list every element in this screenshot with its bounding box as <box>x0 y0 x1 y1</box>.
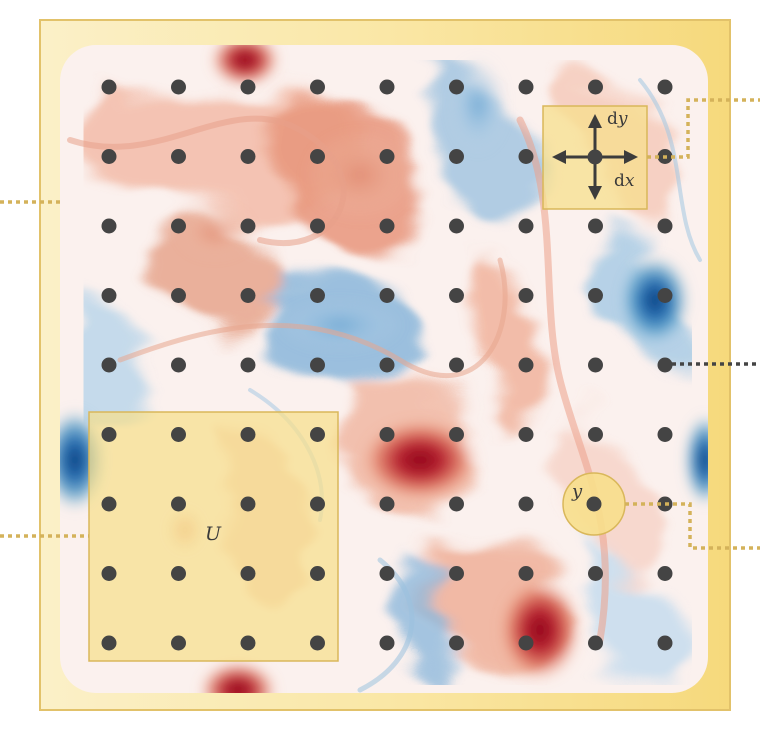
grid-dot <box>101 79 117 95</box>
grid-dot <box>101 288 117 303</box>
label-dx: dx <box>614 171 635 191</box>
grid-dot <box>240 357 256 373</box>
grid-dot <box>518 288 534 303</box>
grid-dot <box>101 566 117 581</box>
grid-dot <box>379 635 395 651</box>
grid-dot <box>101 496 117 512</box>
grid-dot <box>240 288 256 303</box>
grid-dot <box>310 496 325 512</box>
grid-dot <box>101 427 117 442</box>
grid-dot <box>379 288 395 303</box>
label-y: y <box>571 481 583 502</box>
grid-dot <box>171 149 186 164</box>
grid-dot <box>449 79 464 95</box>
sensor-point <box>586 496 602 512</box>
grid-dot <box>310 635 325 651</box>
grid-dot <box>171 288 186 303</box>
grid-dot <box>310 288 325 303</box>
grid-dot <box>588 427 603 442</box>
grid-dot <box>379 149 395 164</box>
grid-dot-derivative-centre <box>587 149 603 165</box>
grid-dot <box>657 288 673 303</box>
grid-dot <box>588 288 603 303</box>
label-dy: dy <box>607 109 628 129</box>
grid-dot <box>240 149 256 164</box>
grid-dot <box>449 635 464 651</box>
grid-dot <box>240 218 256 234</box>
sensor-grid <box>101 79 673 651</box>
subdomain-box-U <box>88 411 339 662</box>
grid-dot <box>518 79 534 95</box>
grid-dot <box>171 635 186 651</box>
grid-dot <box>657 635 673 651</box>
grid-dot <box>171 357 186 373</box>
grid-dot <box>518 357 534 373</box>
grid-dot <box>449 218 464 234</box>
grid-dot <box>379 496 395 512</box>
grid-dot <box>171 496 186 512</box>
grid-dot <box>101 357 117 373</box>
grid-dot <box>171 79 186 95</box>
grid-dot <box>588 79 603 95</box>
grid-dot <box>518 218 534 234</box>
grid-dot <box>240 566 256 581</box>
grid-dot <box>101 149 117 164</box>
grid-dot <box>449 566 464 581</box>
grid-dot <box>379 427 395 442</box>
grid-dot <box>310 357 325 373</box>
grid-dot <box>449 427 464 442</box>
grid-dot <box>171 427 186 442</box>
grid-dot <box>449 288 464 303</box>
grid-dot <box>310 149 325 164</box>
connectors <box>0 98 760 550</box>
grid-dot <box>379 218 395 234</box>
grid-dot <box>379 357 395 373</box>
grid-dot <box>588 566 603 581</box>
grid-dot <box>449 496 464 512</box>
grid-dot <box>101 635 117 651</box>
grid-dot <box>101 218 117 234</box>
grid-dot <box>310 427 325 442</box>
grid-dot <box>518 149 534 164</box>
grid-dot <box>657 566 673 581</box>
grid-dot <box>310 566 325 581</box>
grid-dot <box>240 427 256 442</box>
grid-dot <box>449 357 464 373</box>
grid-dot <box>518 566 534 581</box>
grid-dot <box>588 218 603 234</box>
grid-dot <box>588 635 603 651</box>
grid-dot <box>240 496 256 512</box>
grid-dot <box>379 79 395 95</box>
grid-dot <box>657 79 673 95</box>
grid-dot <box>240 79 256 95</box>
grid-dot <box>518 496 534 512</box>
grid-dot <box>449 149 464 164</box>
grid-dot <box>310 79 325 95</box>
grid-dot <box>518 635 534 651</box>
label-U: U <box>205 523 222 545</box>
grid-dot <box>171 218 186 234</box>
grid-dot <box>588 357 603 373</box>
grid-dot <box>518 427 534 442</box>
grid-dot <box>240 635 256 651</box>
grid-dot <box>657 218 673 234</box>
grid-dot <box>310 218 325 234</box>
grid-dot <box>379 566 395 581</box>
grid-dot <box>657 427 673 442</box>
grid-dot <box>657 357 673 373</box>
connector-sensor <box>625 502 760 550</box>
grid-dot <box>171 566 186 581</box>
